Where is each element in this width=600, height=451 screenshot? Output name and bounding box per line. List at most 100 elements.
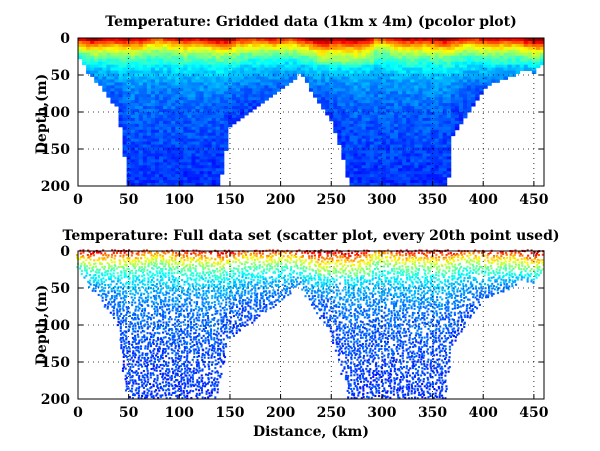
temperature-grid-cell bbox=[191, 38, 196, 42]
temperature-grid-cell bbox=[183, 85, 188, 89]
temperature-grid-cell bbox=[483, 79, 488, 83]
temperature-grid-cell bbox=[535, 40, 541, 45]
temperature-grid-cell bbox=[442, 73, 448, 77]
temperature-grid-cell bbox=[171, 91, 176, 95]
temperature-grid-cell bbox=[175, 82, 180, 86]
temperature-scatter-point bbox=[137, 283, 140, 286]
temperature-grid-cell bbox=[402, 55, 407, 60]
temperature-grid-cell bbox=[211, 150, 217, 154]
temperature-grid-cell bbox=[361, 52, 367, 57]
temperature-grid-cell bbox=[381, 91, 387, 95]
temperature-grid-cell bbox=[268, 46, 273, 51]
temperature-grid-cell bbox=[446, 43, 452, 48]
temperature-grid-cell bbox=[499, 40, 504, 45]
temperature-grid-cell bbox=[114, 58, 119, 63]
temperature-grid-cell bbox=[203, 76, 209, 80]
temperature-grid-cell bbox=[175, 153, 180, 157]
temperature-grid-cell bbox=[434, 106, 440, 110]
temperature-grid-cell bbox=[260, 85, 265, 89]
temperature-grid-cell bbox=[215, 94, 221, 98]
temperature-grid-cell bbox=[462, 61, 468, 66]
temperature-scatter-point bbox=[159, 299, 162, 302]
temperature-grid-cell bbox=[227, 73, 233, 77]
temperature-grid-cell bbox=[450, 129, 456, 134]
temperature-grid-cell bbox=[398, 144, 403, 148]
temperature-grid-cell bbox=[308, 49, 314, 54]
temperature-scatter-point bbox=[119, 338, 122, 341]
temperature-grid-cell bbox=[86, 40, 91, 45]
temperature-grid-cell bbox=[434, 129, 440, 134]
temperature-scatter-point bbox=[120, 343, 123, 346]
temperature-grid-cell bbox=[231, 85, 237, 89]
temperature-grid-cell bbox=[333, 117, 338, 122]
temperature-grid-cell bbox=[179, 126, 184, 131]
temperature-grid-cell bbox=[487, 40, 492, 45]
temperature-grid-cell bbox=[199, 144, 205, 148]
temperature-grid-cell bbox=[195, 103, 201, 107]
temperature-grid-cell bbox=[171, 168, 176, 172]
temperature-grid-cell bbox=[365, 117, 371, 122]
temperature-grid-cell bbox=[369, 138, 375, 143]
temperature-grid-cell bbox=[414, 109, 419, 113]
temperature-scatter-point bbox=[126, 267, 129, 270]
temperature-scatter-point bbox=[153, 264, 156, 267]
temperature-scatter-point bbox=[143, 301, 146, 304]
temperature-grid-cell bbox=[410, 70, 415, 74]
temperature-grid-cell bbox=[187, 61, 192, 66]
temperature-grid-cell bbox=[381, 52, 387, 57]
temperature-grid-cell bbox=[146, 61, 152, 66]
temperature-grid-cell bbox=[154, 180, 160, 184]
temperature-grid-cell bbox=[130, 79, 136, 83]
temperature-grid-cell bbox=[410, 177, 415, 181]
temperature-grid-cell bbox=[357, 141, 363, 146]
temperature-grid-cell bbox=[126, 58, 132, 63]
temperature-scatter-point bbox=[159, 307, 162, 310]
temperature-grid-cell bbox=[345, 73, 350, 77]
temperature-scatter-point bbox=[161, 350, 165, 353]
temperature-scatter-point bbox=[146, 320, 149, 324]
temperature-scatter-point bbox=[119, 281, 122, 284]
temperature-grid-cell bbox=[146, 180, 152, 184]
temperature-grid-cell bbox=[203, 55, 209, 60]
temperature-grid-cell bbox=[483, 61, 488, 66]
temperature-grid-cell bbox=[106, 67, 111, 72]
temperature-grid-cell bbox=[418, 168, 423, 172]
temperature-grid-cell bbox=[369, 67, 375, 72]
temperature-grid-cell bbox=[398, 97, 403, 101]
temperature-scatter-point bbox=[144, 256, 147, 259]
temperature-grid-cell bbox=[268, 73, 273, 77]
temperature-grid-cell bbox=[138, 52, 144, 57]
temperature-grid-cell bbox=[195, 147, 201, 151]
temperature-grid-cell bbox=[134, 70, 140, 74]
temperature-grid-cell bbox=[199, 174, 205, 178]
temperature-grid-cell bbox=[422, 97, 427, 101]
temperature-grid-cell bbox=[511, 38, 517, 42]
temperature-grid-cell bbox=[434, 132, 440, 137]
temperature-grid-cell bbox=[349, 76, 354, 80]
temperature-grid-cell bbox=[82, 52, 87, 57]
temperature-grid-cell bbox=[138, 103, 144, 107]
temperature-grid-cell bbox=[304, 38, 310, 42]
temperature-scatter-point bbox=[123, 346, 126, 349]
temperature-grid-cell bbox=[442, 138, 448, 143]
temperature-scatter-point bbox=[109, 278, 112, 281]
temperature-grid-cell bbox=[288, 76, 294, 80]
temperature-scatter-point bbox=[128, 362, 131, 365]
temperature-grid-cell bbox=[398, 79, 403, 83]
temperature-grid-cell bbox=[313, 43, 318, 48]
temperature-grid-cell bbox=[126, 85, 132, 89]
temperature-grid-cell bbox=[495, 64, 500, 69]
temperature-grid-cell bbox=[118, 85, 124, 89]
temperature-scatter-point bbox=[110, 296, 113, 299]
temperature-grid-cell bbox=[203, 156, 209, 160]
temperature-grid-cell bbox=[377, 162, 383, 166]
temperature-grid-cell bbox=[353, 112, 359, 116]
temperature-grid-cell bbox=[365, 94, 371, 98]
temperature-scatter-point bbox=[125, 338, 128, 341]
temperature-grid-cell bbox=[467, 67, 472, 72]
temperature-grid-cell bbox=[377, 58, 383, 63]
temperature-grid-cell bbox=[341, 156, 346, 160]
temperature-scatter-point bbox=[113, 263, 116, 266]
temperature-grid-cell bbox=[219, 109, 225, 113]
temperature-scatter-point bbox=[165, 374, 168, 377]
